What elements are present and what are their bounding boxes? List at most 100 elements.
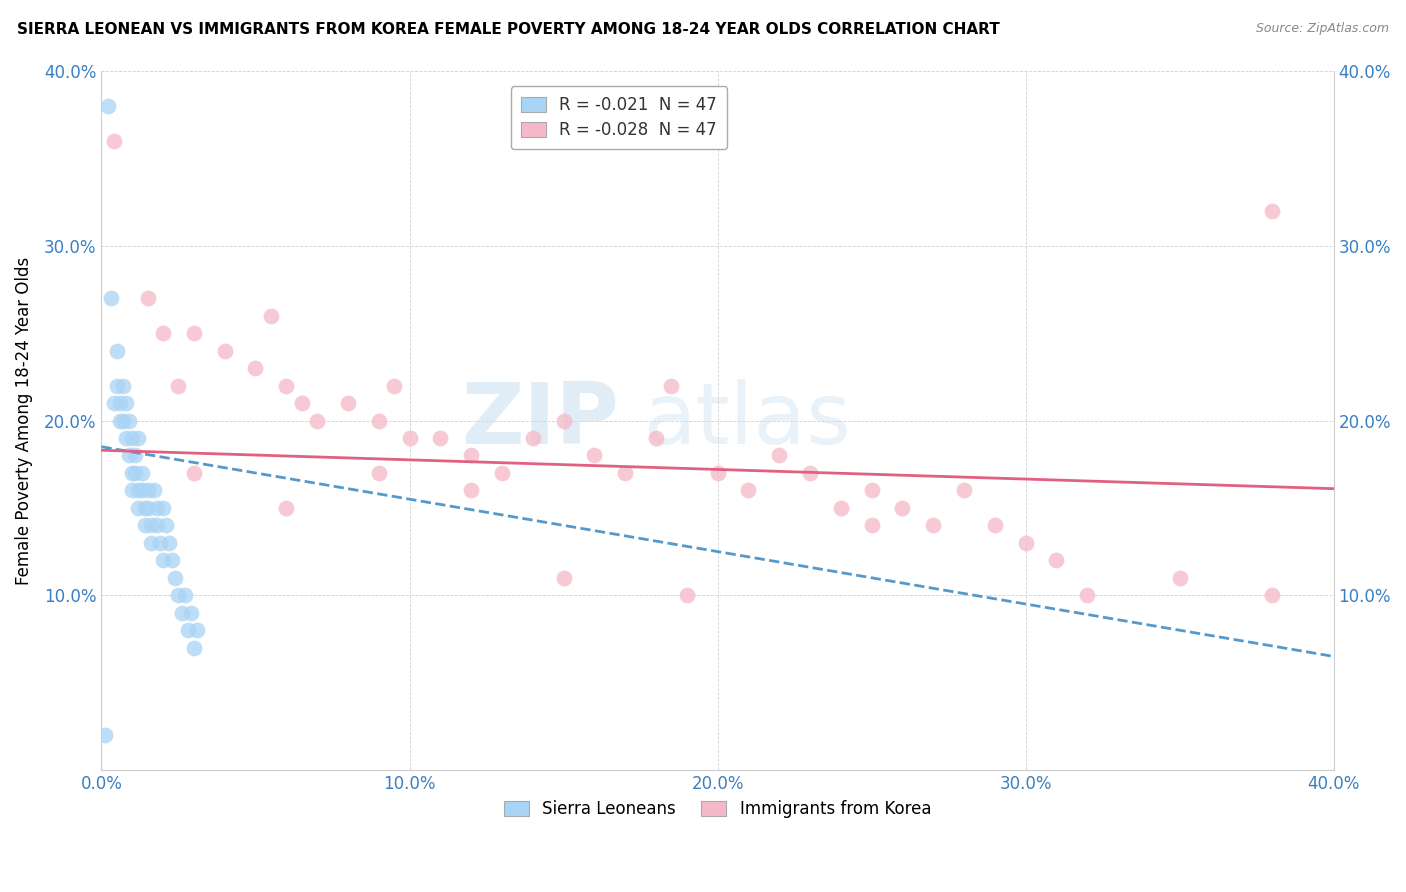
Point (860, 518, 883, 533)
Point (336, 396, 359, 410)
Point (583, 449, 606, 463)
Point (93, 728, 115, 742)
Point (103, 134, 125, 148)
Point (108, 396, 131, 410)
Point (118, 449, 141, 463)
Point (180, 606, 202, 620)
Point (860, 483, 883, 498)
Point (149, 536, 172, 550)
Point (165, 571, 187, 585)
Point (115, 431, 138, 445)
Point (659, 378, 682, 392)
Point (768, 449, 790, 463)
Point (112, 378, 135, 392)
Point (398, 431, 420, 445)
Point (152, 500, 174, 515)
Point (245, 361, 267, 376)
Point (115, 396, 138, 410)
Point (152, 553, 174, 567)
Point (134, 500, 156, 515)
Point (291, 396, 314, 410)
Point (1045, 553, 1067, 567)
Point (124, 466, 146, 480)
Point (522, 431, 544, 445)
Point (307, 413, 329, 427)
Point (108, 413, 131, 427)
Point (127, 483, 149, 498)
Point (737, 483, 759, 498)
Point (97, 99, 120, 113)
Point (103, 396, 125, 410)
Point (127, 500, 149, 515)
Point (260, 309, 283, 323)
Point (139, 536, 162, 550)
Point (276, 500, 298, 515)
Point (183, 640, 205, 655)
Point (891, 500, 914, 515)
Point (124, 449, 146, 463)
Point (105, 343, 128, 358)
Point (127, 431, 149, 445)
Point (214, 343, 236, 358)
Text: atlas: atlas (644, 379, 852, 462)
Point (131, 483, 153, 498)
Point (121, 431, 143, 445)
Point (984, 518, 1007, 533)
Point (1261, 588, 1284, 602)
Point (1168, 571, 1191, 585)
Point (460, 483, 482, 498)
Point (146, 518, 169, 533)
Point (162, 553, 184, 567)
Point (1261, 203, 1284, 218)
Point (121, 466, 143, 480)
Point (276, 378, 298, 392)
Point (367, 413, 389, 427)
Point (614, 466, 637, 480)
Point (136, 291, 159, 305)
Point (553, 413, 575, 427)
Point (173, 588, 195, 602)
Point (553, 571, 575, 585)
Point (953, 483, 976, 498)
Point (152, 326, 174, 340)
Point (139, 518, 162, 533)
Point (157, 536, 180, 550)
Point (121, 483, 143, 498)
Point (429, 431, 451, 445)
Point (799, 466, 821, 480)
Point (367, 466, 389, 480)
Point (136, 500, 159, 515)
Point (183, 326, 205, 340)
Point (183, 466, 205, 480)
Point (100, 291, 122, 305)
Point (460, 449, 482, 463)
Point (706, 466, 728, 480)
Point (186, 624, 208, 638)
Point (167, 588, 190, 602)
Point (675, 588, 697, 602)
Point (177, 624, 200, 638)
Legend: Sierra Leoneans, Immigrants from Korea: Sierra Leoneans, Immigrants from Korea (498, 793, 938, 824)
Point (118, 413, 141, 427)
Point (170, 606, 193, 620)
Point (167, 378, 190, 392)
Point (134, 518, 156, 533)
Point (105, 378, 128, 392)
Text: Source: ZipAtlas.com: Source: ZipAtlas.com (1256, 22, 1389, 36)
Point (142, 483, 165, 498)
Point (1076, 588, 1098, 602)
Point (131, 466, 153, 480)
Point (830, 500, 852, 515)
Point (155, 518, 177, 533)
Point (112, 413, 135, 427)
Point (1014, 536, 1036, 550)
Text: ZIP: ZIP (461, 379, 619, 462)
Point (136, 483, 159, 498)
Point (382, 378, 405, 392)
Text: SIERRA LEONEAN VS IMMIGRANTS FROM KOREA FEMALE POVERTY AMONG 18-24 YEAR OLDS COR: SIERRA LEONEAN VS IMMIGRANTS FROM KOREA … (17, 22, 1000, 37)
Point (146, 500, 169, 515)
Point (645, 431, 668, 445)
Point (491, 466, 513, 480)
Point (922, 518, 945, 533)
Y-axis label: Female Poverty Among 18-24 Year Olds: Female Poverty Among 18-24 Year Olds (15, 256, 32, 584)
